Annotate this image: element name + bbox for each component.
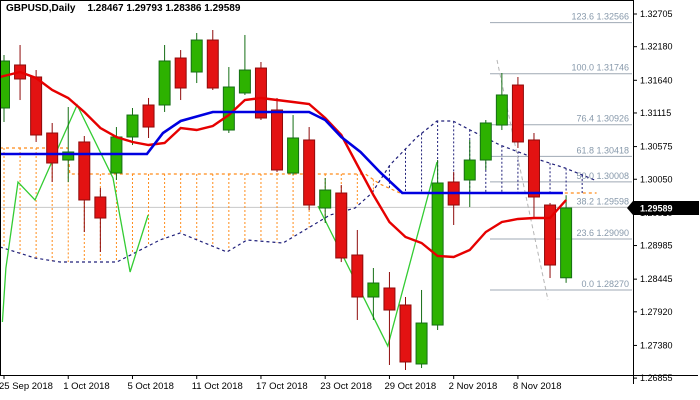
date-tick-label: 2 Nov 2018 [449,381,498,392]
candle-body [383,287,396,311]
candle-body [463,159,476,181]
price-tick-label: 1.28445 [640,274,673,284]
candle-body [254,67,267,119]
price-tick-label: 1.28985 [640,241,673,251]
candle-body [78,141,91,201]
candle-body [335,192,348,259]
candle-body [126,114,139,138]
price-tick-label: 1.26855 [640,373,673,383]
current-price-badge [627,200,699,215]
date-tick-label: 17 Oct 2018 [256,381,308,392]
current-price-badge-label: 1.29589 [640,203,673,213]
date-tick-label: 1 Oct 2018 [63,381,109,392]
candle-body [174,57,187,89]
price-tick-label: 1.32705 [640,9,673,19]
senkou-span-b-line [0,120,598,263]
chikou-span-line [1,103,149,323]
date-tick-label: 11 Oct 2018 [192,381,243,392]
date-tick-label: 29 Oct 2018 [384,381,436,392]
fib-level-label: 50.0 1.30008 [576,171,629,181]
price-tick-label: 1.31640 [640,75,673,85]
candle-body [560,207,573,279]
candle-body [544,204,557,266]
price-tick-label: 1.32180 [640,42,673,52]
candle-body [287,137,300,174]
chart-title: GBPUSD,Daily 1.28467 1.29793 1.28386 1.29… [6,3,240,14]
candle-body [190,39,203,73]
candle-body [367,282,380,298]
candle-body [271,109,284,171]
candle-body [351,254,364,298]
candle-body [479,122,492,161]
kijun-sen-line [0,110,563,195]
candle-body [94,196,107,219]
fib-level-label: 76.4 1.30926 [576,114,629,124]
candle-body [46,132,59,164]
fib-level-label: 123.6 1.32566 [571,12,629,22]
candle-body [511,84,524,143]
candle-body [415,322,428,365]
price-tick-label: 1.27920 [640,307,673,317]
candle-body [238,69,251,94]
price-tick-label: 1.31115 [640,108,671,118]
date-tick-label: 23 Oct 2018 [320,381,372,392]
tenkan-sen-line [0,70,567,259]
price-tick-label: 1.30575 [640,142,673,152]
candle-body [495,94,508,126]
candle-body [206,39,219,89]
symbol-period-label: GBPUSD,Daily [6,3,76,14]
date-tick-label: 25 Sep 2018 [0,381,53,392]
candle-body [527,139,540,198]
candle-body [158,60,171,106]
date-tick-label: 5 Oct 2018 [127,381,173,392]
ohlc-values: 1.28467 1.29793 1.28386 1.29589 [87,3,241,14]
fib-level-label: 23.6 1.29090 [576,228,629,238]
candle-body [431,182,444,326]
fib-level-label: 0.0 1.28270 [581,279,629,289]
price-tick-label: 1.27380 [640,340,673,350]
date-tick-label: 8 Nov 2018 [513,381,562,392]
candle-body [142,104,155,128]
fib-level-label: 61.8 1.30418 [576,145,629,155]
candle-body [0,60,10,109]
candle-body [62,151,75,161]
price-tick-label: 1.30050 [640,174,673,184]
fib-level-label: 100.0 1.31746 [571,63,629,73]
candle-body [30,76,43,136]
candle-body [399,304,412,363]
dashed-trendline [496,59,549,301]
candle-body [319,189,332,209]
fib-level-label: 38.2 1.29598 [576,196,629,206]
candle-body [303,139,316,206]
candle-body [222,86,235,131]
